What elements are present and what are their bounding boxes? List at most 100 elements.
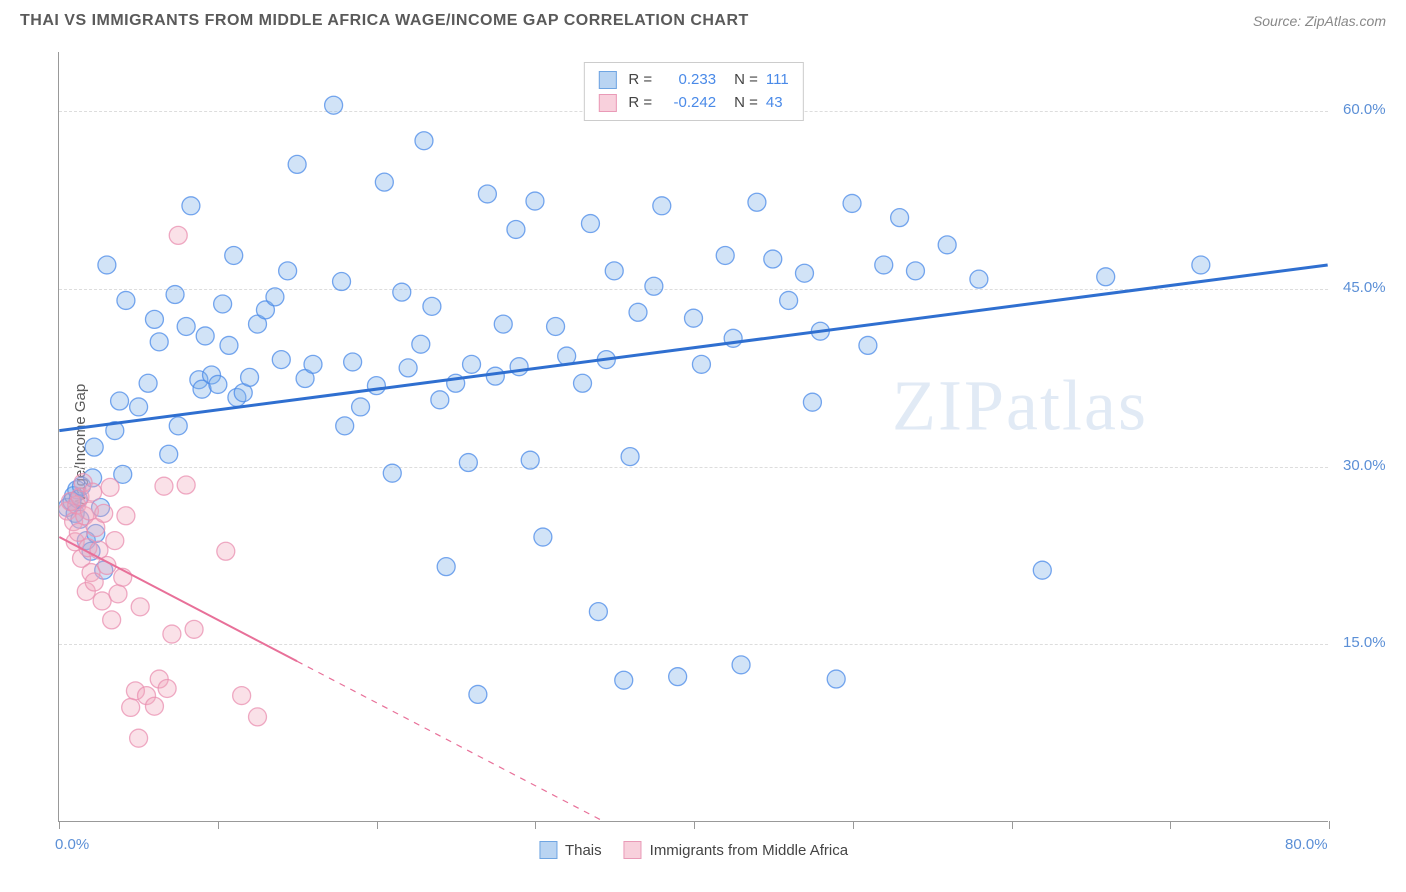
data-point: [150, 333, 168, 351]
data-point: [393, 283, 411, 301]
data-point: [166, 286, 184, 304]
data-point: [325, 96, 343, 114]
data-point: [169, 417, 187, 435]
legend-n-label: N =: [734, 69, 758, 92]
x-tick: [1012, 821, 1013, 829]
data-point: [1192, 256, 1210, 274]
data-point: [507, 220, 525, 238]
data-point: [574, 374, 592, 392]
legend-label-thais: Thais: [565, 842, 602, 859]
data-point: [906, 262, 924, 280]
data-point: [95, 504, 113, 522]
legend-swatch-thais: [598, 71, 616, 89]
data-point: [101, 478, 119, 496]
data-point: [383, 464, 401, 482]
data-point: [185, 620, 203, 638]
data-point: [336, 417, 354, 435]
data-point: [629, 303, 647, 321]
data-point: [692, 355, 710, 373]
data-point: [938, 236, 956, 254]
data-point: [669, 668, 687, 686]
data-point: [469, 685, 487, 703]
data-point: [69, 523, 87, 541]
x-tick: [1329, 821, 1330, 829]
data-point: [859, 336, 877, 354]
trend-line: [59, 265, 1327, 431]
data-point: [581, 215, 599, 233]
data-point: [233, 687, 251, 705]
data-point: [130, 729, 148, 747]
legend-r-value-thais: 0.233: [660, 69, 716, 92]
legend-label-immigrants: Immigrants from Middle Africa: [650, 842, 848, 859]
data-point: [1097, 268, 1115, 286]
data-point: [685, 309, 703, 327]
data-point: [795, 264, 813, 282]
data-point: [875, 256, 893, 274]
data-point: [510, 358, 528, 376]
x-tick-label: 80.0%: [1285, 836, 1328, 853]
scatter-svg: [59, 52, 1328, 821]
data-point: [621, 448, 639, 466]
data-point: [131, 598, 149, 616]
correlation-legend: R = 0.233 N = 111 R = -0.242 N = 43: [583, 62, 803, 121]
chart-header: THAI VS IMMIGRANTS FROM MIDDLE AFRICA WA…: [0, 0, 1406, 36]
data-point: [117, 507, 135, 525]
data-point: [463, 355, 481, 373]
x-tick: [1170, 821, 1171, 829]
data-point: [109, 585, 127, 603]
data-point: [764, 250, 782, 268]
data-point: [891, 209, 909, 227]
data-point: [827, 670, 845, 688]
data-point: [486, 367, 504, 385]
legend-r-value-immigrants: -0.242: [660, 92, 716, 115]
data-point: [412, 335, 430, 353]
legend-row-thais: R = 0.233 N = 111: [598, 69, 788, 92]
data-point: [117, 291, 135, 309]
y-tick-label: 60.0%: [1343, 101, 1386, 118]
data-point: [217, 542, 235, 560]
y-tick-label: 15.0%: [1343, 634, 1386, 651]
x-tick: [59, 821, 60, 829]
data-point: [279, 262, 297, 280]
legend-n-value-thais: 111: [766, 69, 789, 92]
data-point: [459, 454, 477, 472]
data-point: [605, 262, 623, 280]
x-tick-label: 0.0%: [55, 836, 89, 853]
data-point: [122, 698, 140, 716]
data-point: [803, 393, 821, 411]
legend-n-label: N =: [734, 92, 758, 115]
x-tick: [377, 821, 378, 829]
chart-plot-area: R = 0.233 N = 111 R = -0.242 N = 43 ZIPa…: [58, 52, 1328, 822]
data-point: [970, 270, 988, 288]
data-point: [177, 476, 195, 494]
data-point: [163, 625, 181, 643]
data-point: [241, 368, 259, 386]
data-point: [272, 351, 290, 369]
legend-swatch-immigrants: [598, 94, 616, 112]
chart-title: THAI VS IMMIGRANTS FROM MIDDLE AFRICA WA…: [20, 12, 749, 30]
data-point: [333, 273, 351, 291]
source-name: ZipAtlas.com: [1305, 13, 1386, 29]
x-tick: [535, 821, 536, 829]
legend-item-immigrants: Immigrants from Middle Africa: [624, 841, 848, 859]
legend-swatch-thais-icon: [539, 841, 557, 859]
legend-n-value-immigrants: 43: [766, 92, 783, 115]
data-point: [1033, 561, 1051, 579]
legend-item-thais: Thais: [539, 841, 602, 859]
data-point: [352, 398, 370, 416]
data-point: [214, 295, 232, 313]
data-point: [288, 155, 306, 173]
data-point: [220, 336, 238, 354]
data-point: [103, 611, 121, 629]
legend-r-label: R =: [628, 69, 652, 92]
data-point: [748, 193, 766, 211]
source-attribution: Source: ZipAtlas.com: [1253, 13, 1386, 29]
data-point: [399, 359, 417, 377]
data-point: [145, 310, 163, 328]
data-point: [266, 288, 284, 306]
data-point: [732, 656, 750, 674]
x-tick: [694, 821, 695, 829]
data-point: [98, 256, 116, 274]
y-tick-label: 45.0%: [1343, 279, 1386, 296]
data-point: [589, 603, 607, 621]
